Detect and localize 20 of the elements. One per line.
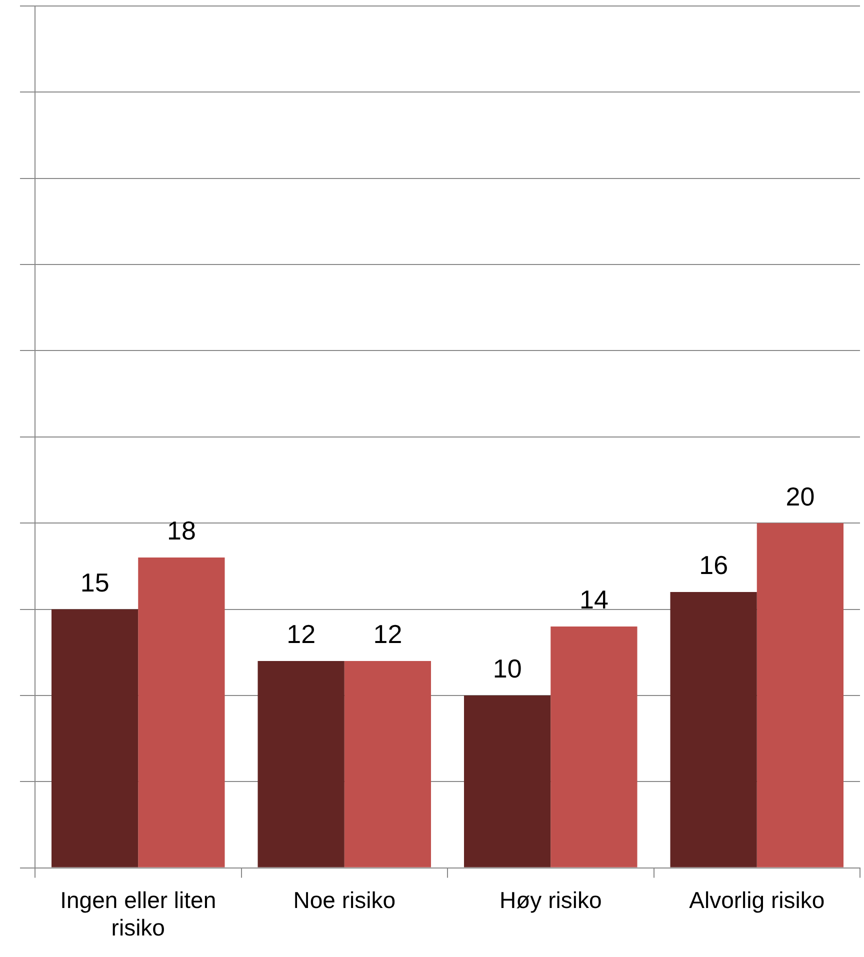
bar [258, 660, 344, 868]
bar [464, 695, 551, 868]
data-label: 10 [492, 654, 522, 684]
data-label: 14 [579, 584, 608, 615]
data-label: 18 [166, 516, 196, 546]
x-tick-label: Alvorlig risiko [689, 886, 825, 913]
data-label: 16 [699, 550, 728, 580]
bar [138, 558, 225, 868]
bar [52, 609, 138, 868]
x-tick-label: Høy risiko [500, 886, 602, 913]
x-tick-label: Ingen eller liten risiko [60, 886, 216, 941]
data-label: 15 [80, 567, 110, 598]
data-label: 12 [373, 619, 402, 650]
x-tick-label: Noe risiko [293, 886, 396, 913]
bar [670, 592, 757, 868]
data-label: 12 [286, 619, 316, 650]
bar [344, 660, 431, 868]
bar [756, 523, 844, 868]
data-label: 20 [786, 481, 815, 512]
bar [550, 626, 638, 868]
